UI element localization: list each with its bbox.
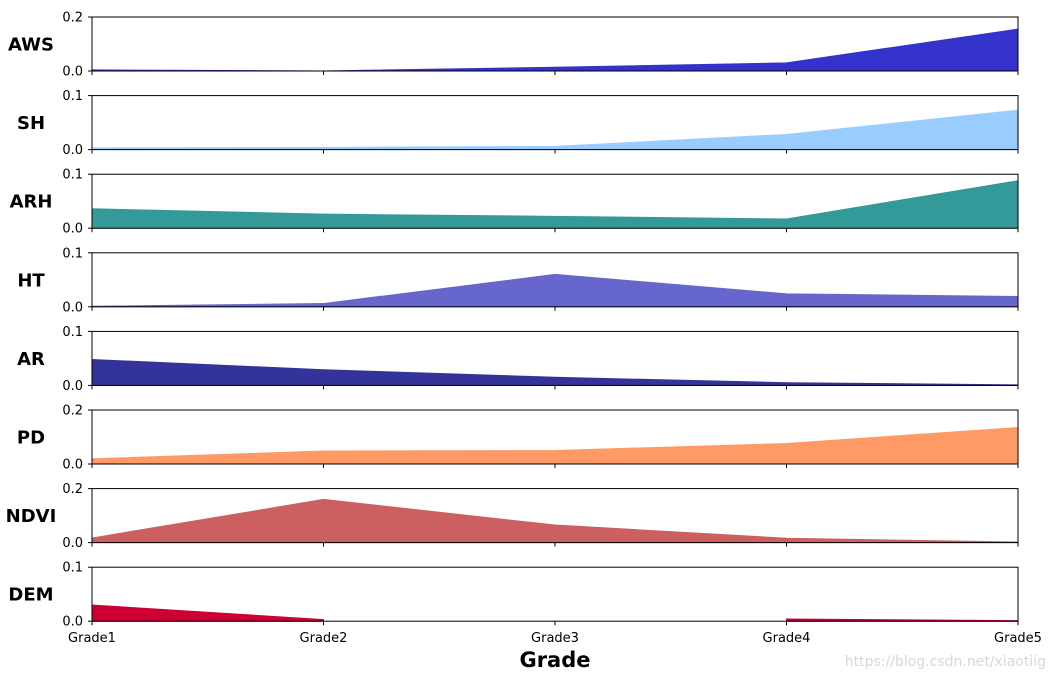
area-ht-segment-0 (91, 273, 1019, 308)
area-dem-segment-0 (91, 604, 324, 622)
area-arh-segment-0 (91, 180, 1019, 229)
x-axis-title: Grade (519, 648, 590, 672)
area-aws-segment-0 (91, 28, 1019, 72)
ytick-label-aws-0: 0.0 (62, 65, 83, 80)
row-label-ht: HT (17, 270, 45, 291)
ytick-label-pd-1: 0.2 (62, 404, 83, 419)
ytick-label-ar-0: 0.0 (62, 379, 83, 394)
panel-aws: 0.0 0.2 AWS (8, 11, 1019, 80)
ytick-label-aws-1: 0.2 (62, 11, 83, 26)
panel-ndvi: 0.0 0.2 NDVI (6, 482, 1019, 551)
ytick-label-sh-0: 0.0 (62, 143, 83, 158)
row-label-ar: AR (17, 349, 45, 370)
panel-arh: 0.0 0.1 ARH (10, 168, 1019, 237)
ytick-label-arh-0: 0.0 (62, 222, 83, 237)
ytick-label-ht-0: 0.0 (62, 300, 83, 315)
row-label-arh: ARH (10, 192, 53, 213)
panel-dem: 0.0 0.1 DEM (8, 561, 1019, 630)
panel-sh: 0.0 0.1 SH (17, 89, 1019, 158)
ytick-label-dem-1: 0.1 (62, 561, 83, 576)
row-label-dem: DEM (8, 585, 53, 606)
area-pd-segment-0 (91, 427, 1019, 465)
panel-ar: 0.0 0.1 AR (17, 325, 1019, 394)
xtick-label-grade3: Grade3 (531, 631, 579, 646)
ytick-label-ar-1: 0.1 (62, 325, 83, 340)
ytick-label-ht-1: 0.1 (62, 246, 83, 261)
xtick-label-grade4: Grade4 (763, 631, 811, 646)
row-label-sh: SH (17, 113, 45, 134)
ytick-label-sh-1: 0.1 (62, 89, 83, 104)
ytick-label-arh-1: 0.1 (62, 168, 83, 183)
area-sh-segment-0 (91, 109, 1019, 151)
panel-pd: 0.0 0.2 PD (17, 404, 1019, 473)
axes-frame-dem (91, 566, 1019, 622)
row-label-pd: PD (17, 428, 45, 449)
area-ar-segment-0 (91, 358, 1019, 386)
watermark: https://blog.csdn.net/xiaotiig (844, 654, 1046, 670)
ytick-label-dem-0: 0.0 (62, 615, 83, 630)
xtick-label-grade5: Grade5 (994, 631, 1042, 646)
xtick-label-grade2: Grade2 (300, 631, 348, 646)
area-ndvi-segment-0 (91, 498, 1019, 544)
row-label-ndvi: NDVI (6, 506, 57, 527)
panel-ht: 0.0 0.1 HT (17, 246, 1019, 315)
xtick-label-grade1: Grade1 (68, 631, 116, 646)
ytick-label-pd-0: 0.0 (62, 458, 83, 473)
ytick-label-ndvi-0: 0.0 (62, 536, 83, 551)
ytick-label-ndvi-1: 0.2 (62, 482, 83, 497)
row-label-aws: AWS (8, 35, 54, 56)
